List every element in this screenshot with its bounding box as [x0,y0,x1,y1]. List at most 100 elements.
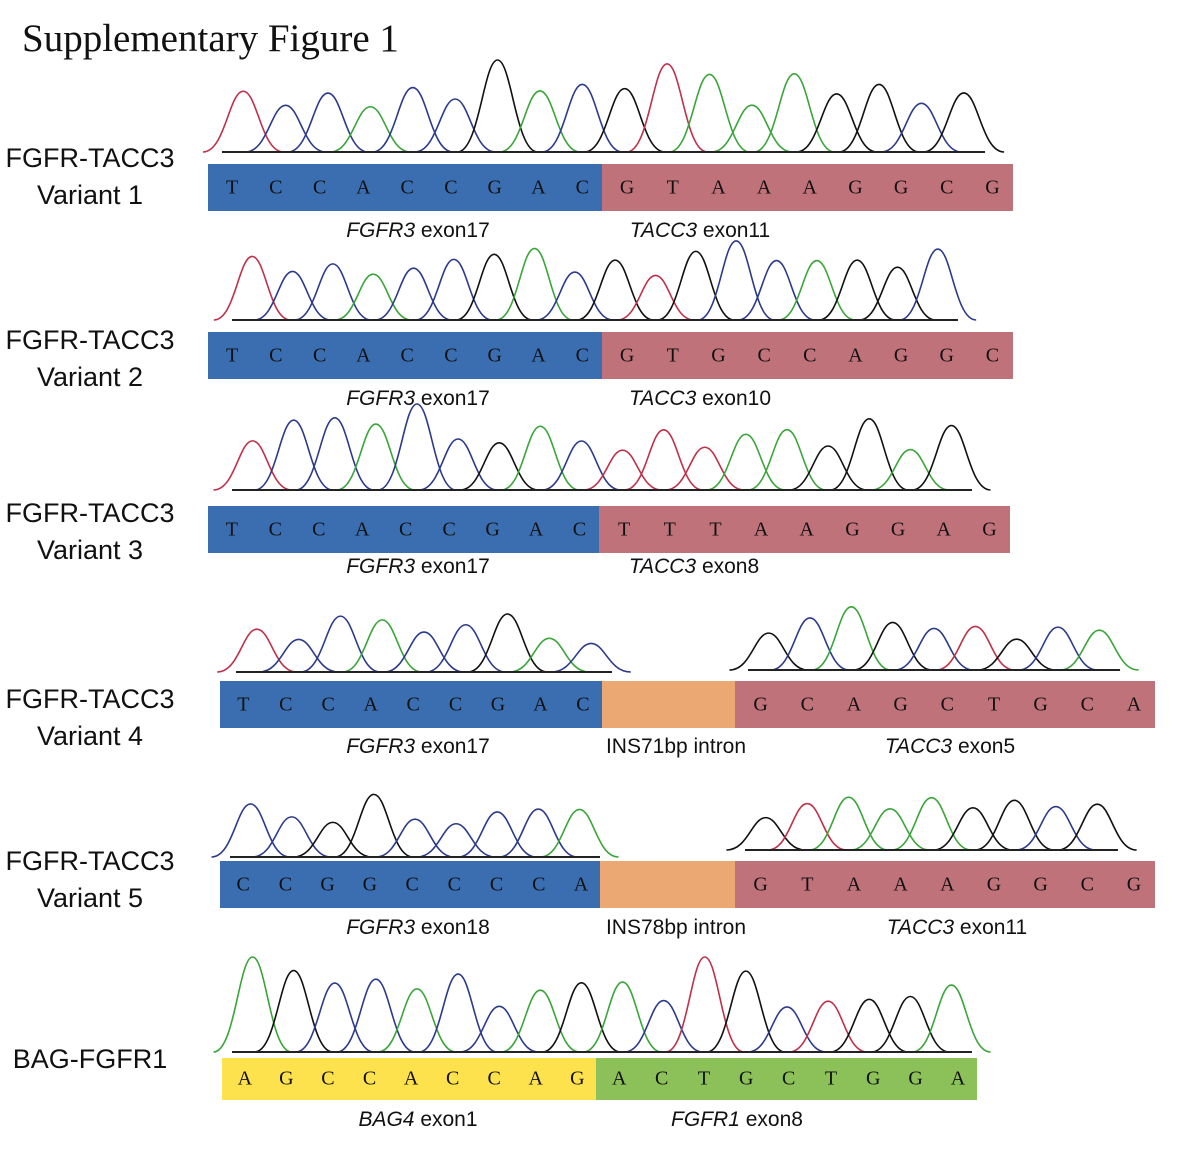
segment-suffix: exon8 [696,555,760,578]
chromatogram-peak [536,271,614,321]
panel-label: FGFR-TACC3 Variant 3 [6,495,175,569]
chromatogram-peak [375,818,455,858]
panel-label: FGFR-TACC3 Variant 5 [6,843,175,917]
base-letter: T [987,693,1001,715]
base-letter: G [893,693,908,715]
chromatogram-peak [334,273,412,321]
base-letter: G [893,176,909,198]
base-letter: C [572,518,587,540]
base-letter: A [533,693,548,715]
chromatogram-peak [1016,805,1096,851]
chromatogram-peak [509,637,590,673]
chromatogram [211,793,619,858]
chromatogram-peak [293,821,372,858]
chromatogram-peak [706,433,786,491]
chromatogram-peak [501,989,580,1053]
base-letter: C [312,344,327,366]
chromatogram-peak [818,259,896,321]
gene-name: TACC3 [628,387,697,410]
base-letter: G [985,176,1000,198]
base-letter: A [848,344,863,366]
base-letter: G [753,693,768,715]
segment-suffix: exon17 [415,555,490,578]
base-letter: A [531,176,546,198]
base-letter: C [312,176,327,198]
chromatogram-peak [295,982,374,1053]
base-letter: C [985,344,1000,366]
segment-caption: BAG4 exon1 [358,1108,477,1132]
base-letter: A [356,176,371,198]
base-letter: C [400,344,414,366]
chromatogram-peak [788,445,868,491]
base-letter: G [893,344,909,366]
base-letter: T [709,518,722,540]
base-letter: C [800,693,814,715]
base-letter: T [618,518,631,540]
chromatogram-peak [753,72,835,153]
base-letter: T [801,873,814,895]
base-letter: G [362,873,378,895]
chromatogram-peak [336,978,416,1053]
base-letter: A [753,518,769,540]
segment-caption: TACC3 exon11 [887,916,1027,940]
chromatogram-peak [923,92,1005,153]
chromatogram-peak [252,816,331,858]
chromatogram-peak [583,449,662,491]
chromatogram-peak [334,793,414,858]
panel-label-line2: Variant 1 [36,180,144,210]
chromatogram-peak [747,428,827,491]
chromatogram-peak [665,446,744,491]
chromatogram-peak [384,631,464,673]
base-letter: G [845,518,860,540]
chromatogram-peak [460,1005,539,1053]
chromatogram-peak [496,247,573,321]
gene-name: TACC3 [629,219,698,242]
chromatogram-peak [624,999,703,1053]
chromatogram-peak [254,270,331,321]
sequence-segment [602,681,735,728]
base-letter: C [487,1067,501,1090]
chromatogram-peak [300,615,381,673]
chromatogram-peak [624,428,703,491]
chromatogram-peak [541,83,623,153]
chromatogram-peak [809,796,889,851]
base-letter: A [356,344,371,366]
base-letter: C [268,518,282,540]
base-letter: G [982,518,997,540]
base-letter: C [447,873,461,895]
chromatogram-peak [583,981,662,1053]
panel-label-line1: FGFR-TACC3 [5,325,175,355]
segment-suffix: exon18 [415,916,490,939]
base-letter: G [1033,693,1048,715]
base-letter: A [940,873,955,895]
base-letter: A [893,873,908,895]
chromatogram-peak [912,984,991,1053]
chromatogram-peak [1057,803,1137,851]
gene-name: TACC3 [884,735,953,758]
segment-caption: FGFR3 exon18 [346,916,490,940]
chromatogram-peak [899,248,977,321]
gene-name: FGFR3 [346,555,416,578]
base-letter: C [400,176,414,198]
panel-label-line1: FGFR-TACC3 [5,143,175,173]
base-letter: C [445,1067,460,1090]
base-letter: A [573,873,589,895]
chromatogram-peak [894,627,974,671]
chromatogram-peak [213,255,291,321]
chromatogram-peak [626,63,708,153]
segment-caption: TACC3 exon5 [885,735,1015,759]
chromatogram-peak [418,438,498,491]
chromatogram-peak [584,87,666,153]
base-letter: C [312,518,326,540]
segment-suffix: exon17 [415,735,490,758]
base-letter: A [936,518,952,540]
chromatogram-peak [499,808,578,858]
chromatogram-peak [871,995,950,1053]
base-letter: G [487,176,502,198]
base-letter: C [444,344,458,366]
chromatogram [729,606,1139,671]
base-letter: G [485,518,500,540]
